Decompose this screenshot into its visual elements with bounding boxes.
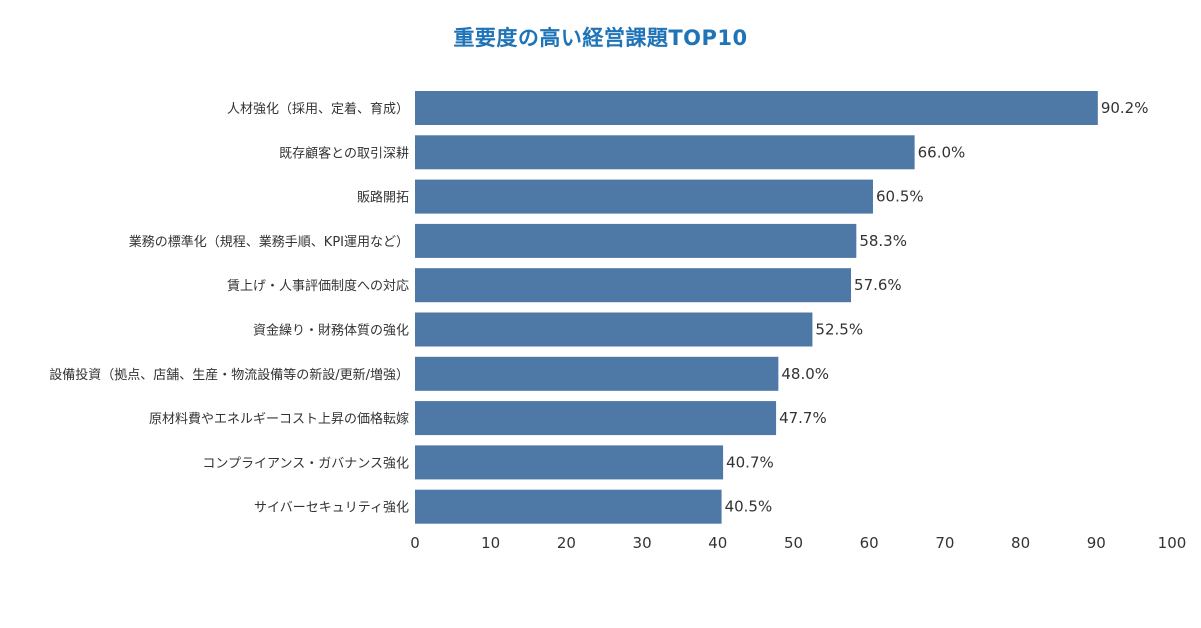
- data-label: 52.5%: [815, 321, 863, 339]
- category-label: 設備投資（拠点、店舗、生産・物流設備等の新設/更新/増強）: [49, 367, 409, 383]
- x-tick-label: 30: [633, 534, 652, 552]
- data-label: 40.7%: [726, 453, 774, 471]
- category-label: 販路開拓: [357, 190, 409, 206]
- x-tick-label: 100: [1158, 534, 1187, 552]
- x-tick-label: 60: [860, 534, 879, 552]
- data-label: 60.5%: [876, 188, 924, 206]
- x-tick-label: 20: [557, 534, 576, 552]
- bar: [415, 268, 852, 303]
- category-label: 既存顧客との取引深耕: [279, 145, 409, 161]
- x-tick-label: 70: [935, 534, 954, 552]
- bar: [415, 91, 1098, 125]
- bar: [415, 445, 724, 480]
- bar: [415, 223, 857, 258]
- bars-group: [415, 91, 1098, 524]
- category-label: 資金繰り・財務体質の強化: [253, 323, 409, 339]
- data-label: 57.6%: [854, 276, 902, 294]
- bar: [415, 179, 873, 214]
- category-label: 業務の標準化（規程、業務手順、KPI運用など）: [129, 234, 409, 250]
- x-tick-label: 80: [1011, 534, 1030, 552]
- chart-title: 重要度の高い経営課題TOP10: [453, 26, 748, 50]
- x-tick-label: 90: [1087, 534, 1106, 552]
- data-label: 66.0%: [918, 143, 966, 161]
- data-label: 90.2%: [1101, 99, 1149, 117]
- category-labels: 人材強化（採用、定着、育成） 既存顧客との取引深耕販路開拓業務の標準化（規程、業務…: [49, 101, 409, 516]
- data-label: 48.0%: [781, 365, 829, 383]
- data-label: 58.3%: [859, 232, 907, 250]
- category-label: サイバーセキュリティ強化: [254, 501, 409, 516]
- category-label: コンプライアンス・ガバナンス強化: [202, 456, 409, 471]
- bar: [415, 489, 722, 524]
- category-label: 原材料費やエネルギーコスト上昇の価格転嫁: [149, 411, 409, 427]
- category-label: 賃上げ・人事評価制度への対応: [227, 278, 409, 294]
- bar: [415, 401, 777, 436]
- data-labels: 90.2% 66.0% 60.5% 58.3% 57.6% 52.5% 48.0% 47.7%…: [725, 99, 1149, 516]
- x-axis-ticks: 0 10 20 30 40 50 60 70 80 90 100: [410, 534, 1186, 552]
- bar: [415, 356, 779, 391]
- category-label: 人材強化（採用、定着、育成）: [227, 101, 409, 117]
- data-label: 47.7%: [779, 409, 827, 427]
- data-label: 40.5%: [725, 498, 773, 516]
- bar: [415, 312, 813, 347]
- bar: [415, 135, 915, 170]
- x-tick-label: 50: [784, 534, 803, 552]
- x-tick-label: 0: [410, 534, 420, 552]
- x-tick-label: 40: [708, 534, 727, 552]
- x-tick-label: 10: [481, 534, 500, 552]
